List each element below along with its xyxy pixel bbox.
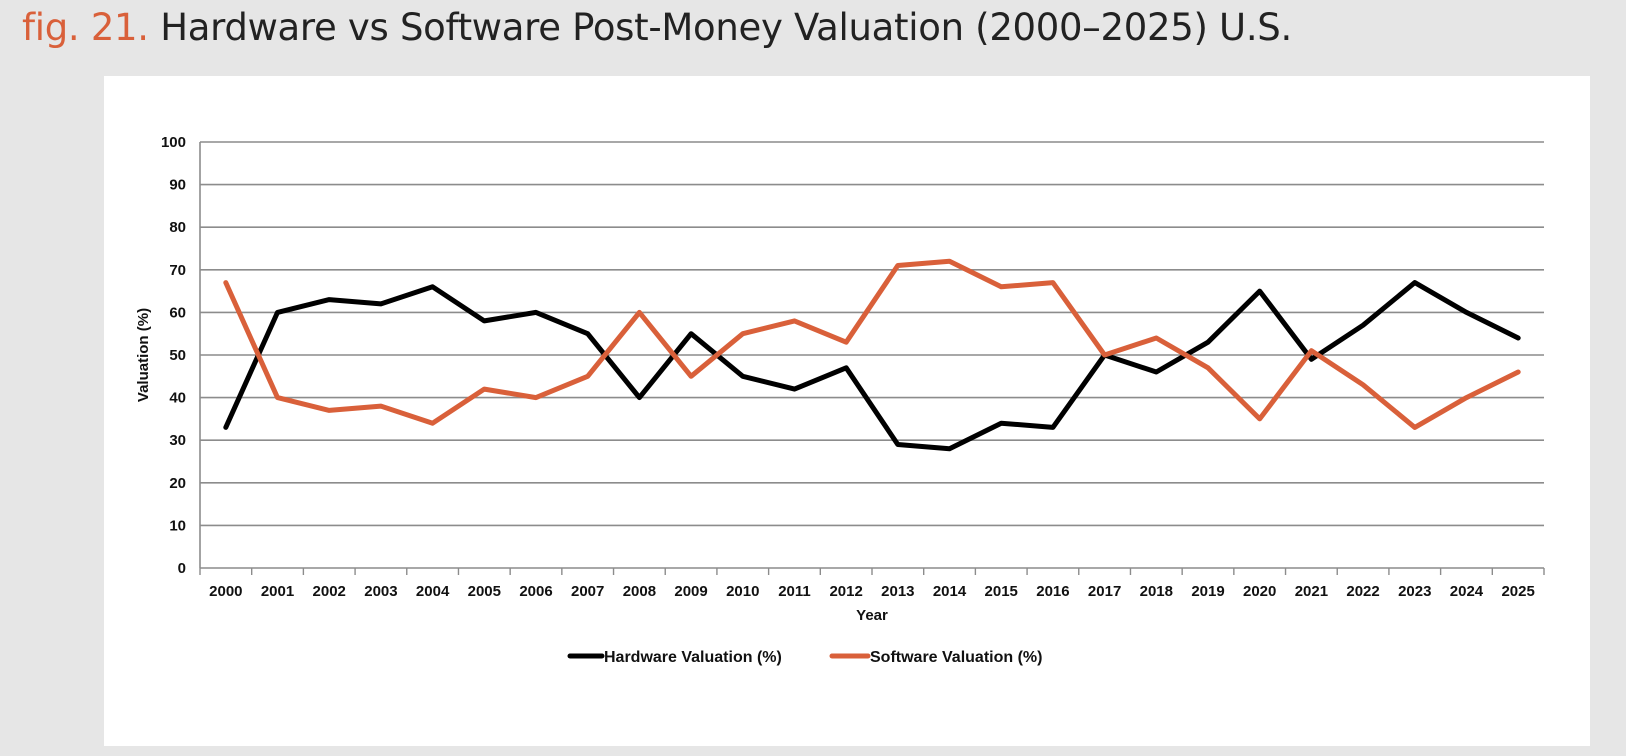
gridlines xyxy=(200,141,1544,569)
x-tick-label: 2002 xyxy=(313,583,346,600)
y-axis: 0 10 20 30 40 50 60 70 80 90 100 xyxy=(161,134,186,577)
y-tick-label: 30 xyxy=(169,432,186,449)
chart-panel: 2000 2001 2002 2003 2004 2005 2006 2007 2008 2009… xyxy=(104,76,1590,746)
x-tick-label: 2011 xyxy=(778,583,811,600)
legend-label: Software Valuation (%) xyxy=(870,649,1042,666)
x-tick-label: 2012 xyxy=(829,583,862,600)
x-tick-label: 2018 xyxy=(1140,583,1173,600)
y-tick-label: 90 xyxy=(169,177,186,194)
y-tick-label: 80 xyxy=(169,219,186,236)
legend-label: Hardware Valuation (%) xyxy=(604,649,782,666)
x-tick-label: 2021 xyxy=(1295,583,1328,600)
y-tick-label: 40 xyxy=(169,390,186,407)
y-tick-label: 70 xyxy=(169,262,186,279)
x-tick-label: 2024 xyxy=(1450,583,1484,600)
y-tick-label: 20 xyxy=(169,475,186,492)
legend: Hardware Valuation (%) Software Valuation… xyxy=(567,649,1042,666)
x-axis-title: Year xyxy=(856,607,888,624)
series-line-software xyxy=(223,258,1521,430)
y-tick-label: 60 xyxy=(169,304,186,321)
x-tick-label: 2025 xyxy=(1501,583,1534,600)
x-tick-label: 2014 xyxy=(933,583,967,600)
figure-title: Hardware vs Software Post-Money Valuatio… xyxy=(160,6,1292,49)
line-chart: 2000 2001 2002 2003 2004 2005 2006 2007 2008 2009… xyxy=(135,134,1545,666)
x-tick-label: 2019 xyxy=(1191,583,1224,600)
x-tick-label: 2000 xyxy=(209,583,242,600)
y-tick-label: 0 xyxy=(178,560,186,577)
x-tick-label: 2006 xyxy=(519,583,552,600)
x-axis: 2000 2001 2002 2003 2004 2005 2006 2007 2008 2009… xyxy=(199,142,1545,600)
x-tick-label: 2008 xyxy=(623,583,656,600)
x-tick-label: 2022 xyxy=(1346,583,1379,600)
x-tick-label: 2005 xyxy=(468,583,501,600)
figure-number: fig. 21. xyxy=(22,6,149,49)
x-tick-label: 2003 xyxy=(364,583,397,600)
y-tick-label: 50 xyxy=(169,347,186,364)
x-tick-label: 2001 xyxy=(261,583,294,600)
x-tick-label: 2020 xyxy=(1243,583,1276,600)
figure-header: fig. 21. Hardware vs Software Post-Money… xyxy=(22,6,1292,49)
x-tick-label: 2015 xyxy=(985,583,1018,600)
y-tick-label: 10 xyxy=(169,517,186,534)
x-tick-label: 2017 xyxy=(1088,583,1121,600)
series-lines xyxy=(223,258,1521,452)
x-tick-label: 2016 xyxy=(1036,583,1069,600)
y-axis-title: Valuation (%) xyxy=(135,308,152,402)
x-tick-label: 2004 xyxy=(416,583,450,600)
x-tick-label: 2013 xyxy=(881,583,914,600)
y-tick-label: 100 xyxy=(161,134,186,151)
series-line-hardware xyxy=(223,280,1521,452)
x-tick-label: 2007 xyxy=(571,583,604,600)
x-tick-label: 2009 xyxy=(674,583,707,600)
x-tick-label: 2010 xyxy=(726,583,759,600)
x-tick-label: 2023 xyxy=(1398,583,1431,600)
